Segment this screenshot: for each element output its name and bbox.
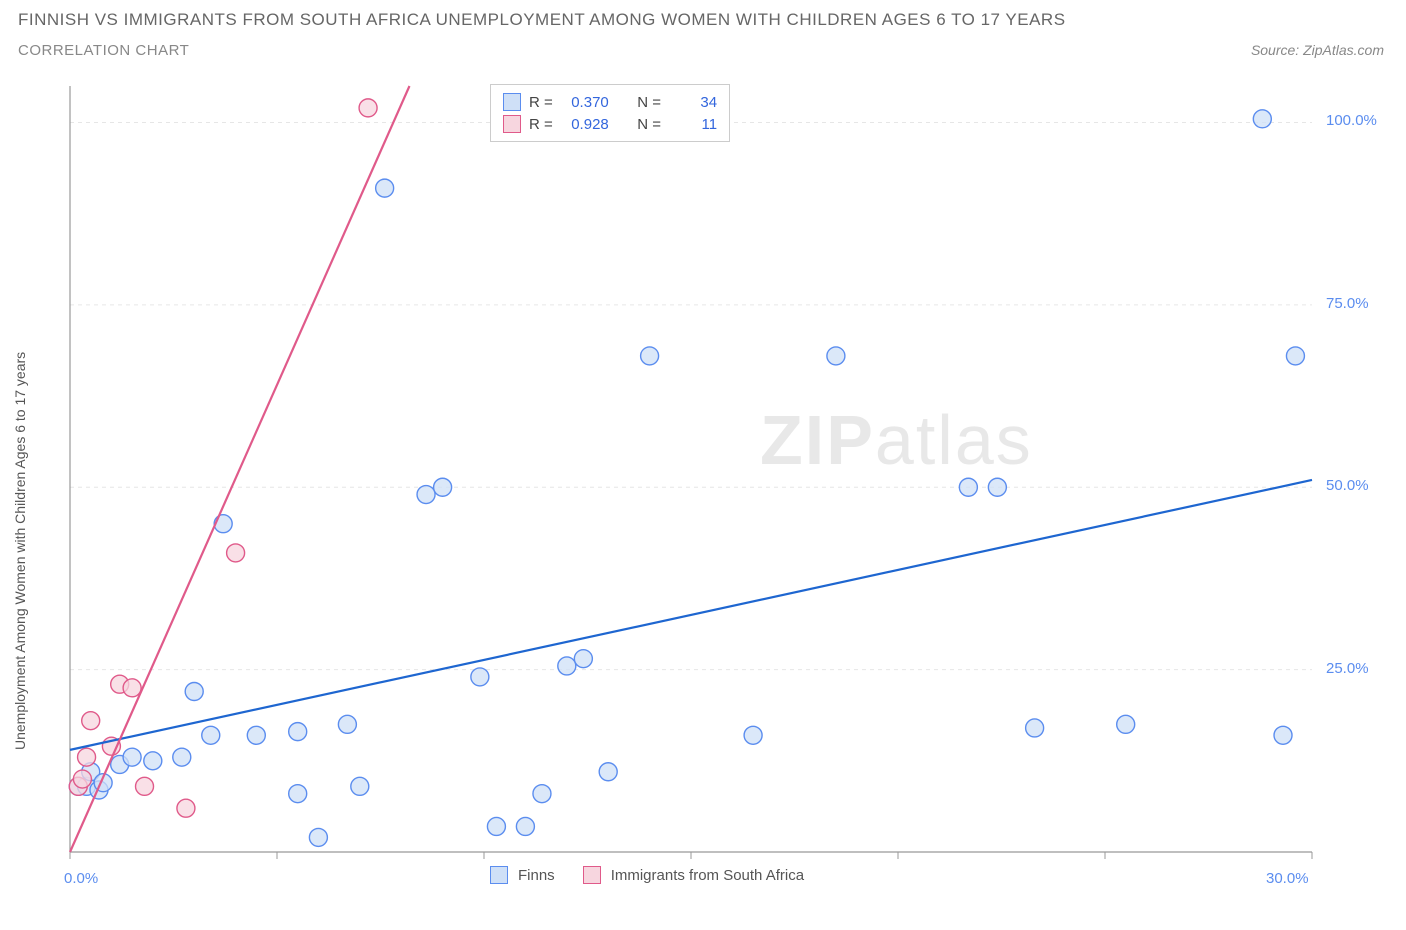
legend-n-label: N = xyxy=(637,94,661,111)
legend-n-value: 11 xyxy=(669,116,717,133)
legend-swatch xyxy=(490,866,508,884)
legend-r-label: R = xyxy=(529,116,553,133)
x-tick-label: 30.0% xyxy=(1266,870,1309,887)
correlation-legend: R = 0.370 N = 34 R = 0.928 N = 11 xyxy=(490,84,730,142)
legend-n-value: 34 xyxy=(669,94,717,111)
y-tick-label: 75.0% xyxy=(1326,295,1369,312)
legend-series-label: Finns xyxy=(518,867,555,884)
legend-n-label: N = xyxy=(637,116,661,133)
legend-series-label: Immigrants from South Africa xyxy=(611,867,804,884)
y-tick-label: 50.0% xyxy=(1326,477,1369,494)
legend-r-value: 0.370 xyxy=(561,94,609,111)
chart-title: FINNISH VS IMMIGRANTS FROM SOUTH AFRICA … xyxy=(18,10,1066,30)
legend-r-value: 0.928 xyxy=(561,116,609,133)
chart-subtitle: CORRELATION CHART xyxy=(18,42,189,59)
legend-swatch xyxy=(503,115,521,133)
y-tick-label: 25.0% xyxy=(1326,660,1369,677)
y-axis-label: Unemployment Among Women with Children A… xyxy=(12,352,28,750)
x-tick-label: 0.0% xyxy=(64,870,98,887)
legend-r-label: R = xyxy=(529,94,553,111)
legend-swatch xyxy=(583,866,601,884)
source-label: Source: ZipAtlas.com xyxy=(1251,42,1384,58)
legend-row: R = 0.370 N = 34 xyxy=(503,91,717,113)
legend-swatch xyxy=(503,93,521,111)
scatter-plot xyxy=(62,80,1322,870)
legend-row: R = 0.928 N = 11 xyxy=(503,113,717,135)
series-legend: Finns Immigrants from South Africa xyxy=(490,866,822,884)
y-tick-label: 100.0% xyxy=(1326,112,1377,129)
